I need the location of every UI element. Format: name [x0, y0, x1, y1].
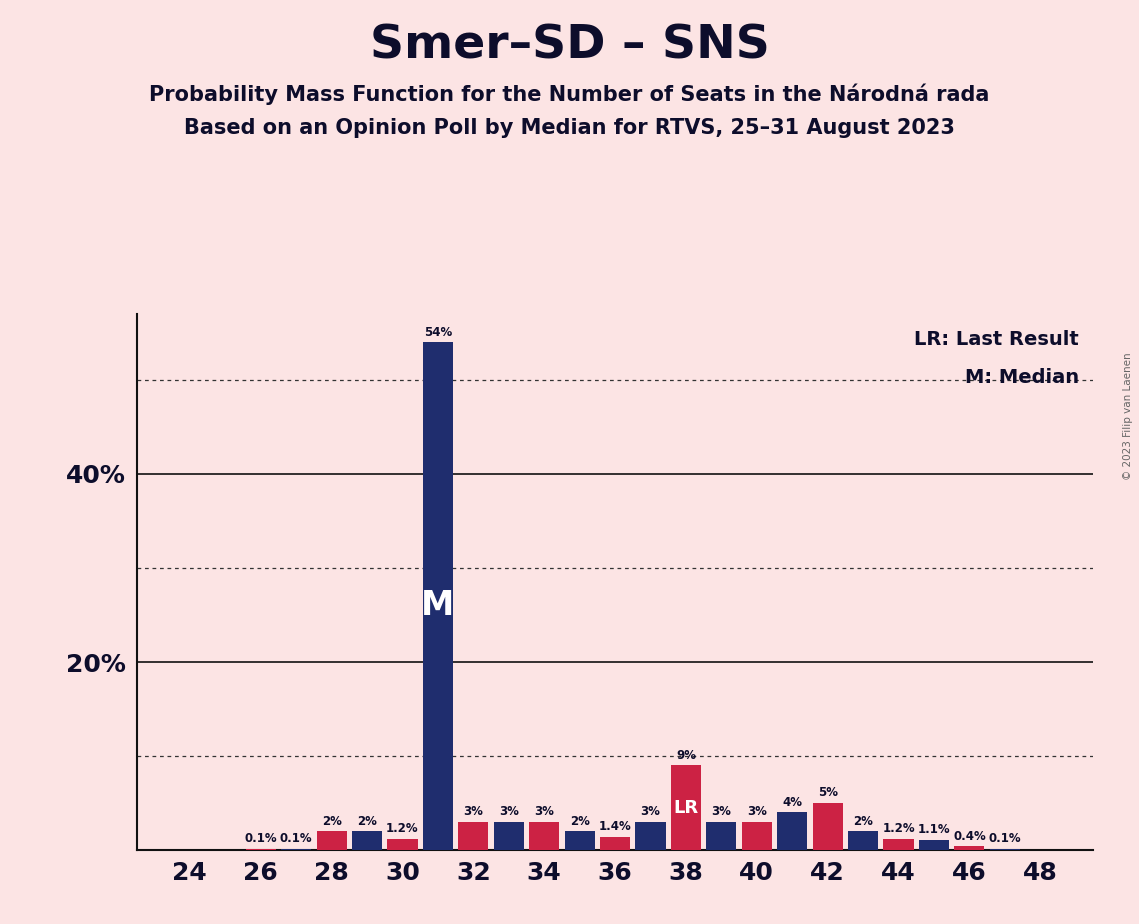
Bar [812, 803, 843, 850]
Text: LR: Last Result: LR: Last Result [915, 330, 1079, 349]
Bar [990, 849, 1019, 850]
Text: 1.2%: 1.2% [883, 822, 915, 835]
Text: 54%: 54% [424, 325, 452, 338]
Bar [352, 832, 382, 850]
Text: 0.1%: 0.1% [989, 833, 1022, 845]
Text: 0.1%: 0.1% [280, 833, 312, 845]
Text: 2%: 2% [357, 815, 377, 828]
Text: 1.2%: 1.2% [386, 822, 419, 835]
Text: 1.4%: 1.4% [599, 821, 631, 833]
Bar [706, 821, 737, 850]
Text: 9%: 9% [675, 748, 696, 761]
Bar [530, 821, 559, 850]
Text: Probability Mass Function for the Number of Seats in the Národná rada: Probability Mass Function for the Number… [149, 83, 990, 104]
Text: 2%: 2% [570, 815, 590, 828]
Text: © 2023 Filip van Laenen: © 2023 Filip van Laenen [1123, 352, 1133, 480]
Text: M: Median: M: Median [965, 368, 1079, 387]
Bar [600, 837, 630, 850]
Bar [565, 832, 595, 850]
Bar [458, 821, 489, 850]
Text: 5%: 5% [818, 786, 837, 799]
Bar [919, 840, 949, 850]
Text: 3%: 3% [640, 805, 661, 818]
Text: M: M [421, 590, 454, 622]
Bar [777, 812, 808, 850]
Bar [423, 343, 453, 850]
Text: 3%: 3% [499, 805, 518, 818]
Text: LR: LR [673, 798, 698, 817]
Bar [741, 821, 772, 850]
Text: 3%: 3% [747, 805, 767, 818]
Text: 3%: 3% [534, 805, 555, 818]
Bar [954, 846, 984, 850]
Text: 3%: 3% [464, 805, 483, 818]
Bar [884, 839, 913, 850]
Text: 3%: 3% [712, 805, 731, 818]
Text: 0.4%: 0.4% [953, 830, 985, 843]
Bar [387, 839, 418, 850]
Bar [246, 849, 276, 850]
Bar [849, 832, 878, 850]
Text: Based on an Opinion Poll by Median for RTVS, 25–31 August 2023: Based on an Opinion Poll by Median for R… [185, 118, 954, 139]
Bar [493, 821, 524, 850]
Text: 0.1%: 0.1% [245, 833, 277, 845]
Text: Smer–SD – SNS: Smer–SD – SNS [369, 23, 770, 68]
Text: 2%: 2% [853, 815, 874, 828]
Bar [636, 821, 665, 850]
Bar [317, 832, 346, 850]
Text: 2%: 2% [321, 815, 342, 828]
Text: 1.1%: 1.1% [918, 823, 950, 836]
Bar [671, 765, 700, 850]
Bar [281, 849, 311, 850]
Text: 4%: 4% [782, 796, 802, 808]
